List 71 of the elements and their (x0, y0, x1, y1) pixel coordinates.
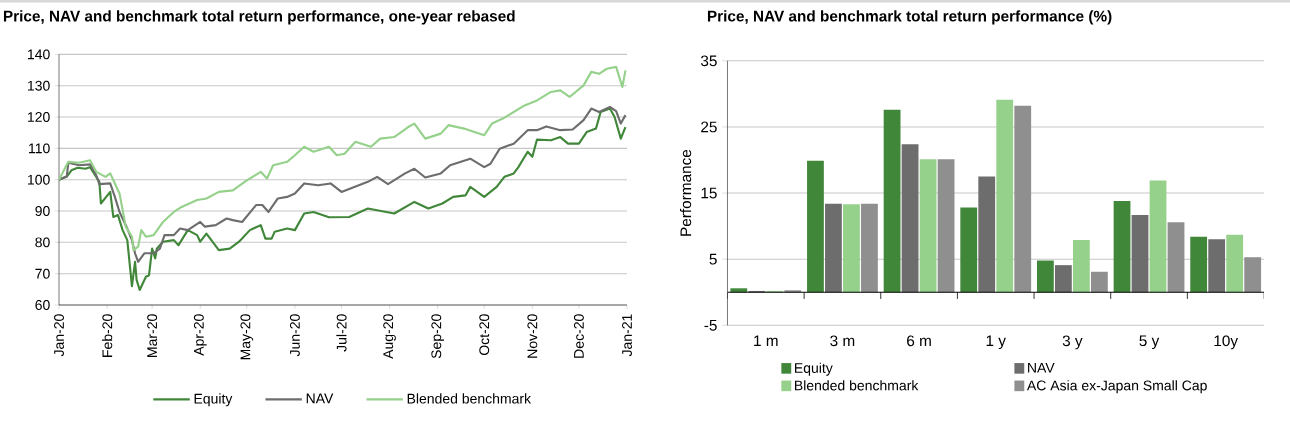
x-tick-label: Apr-20 (193, 314, 207, 356)
legend-label: Equity (194, 393, 233, 407)
x-tick-label: Sep-20 (431, 314, 445, 359)
x-tick-label: 6 m (907, 335, 931, 347)
bar (1036, 260, 1054, 293)
bar (1054, 265, 1072, 293)
y-tick-label: 80 (35, 237, 50, 248)
x-tick-label: Jan-21 (622, 314, 632, 357)
bar (730, 288, 748, 293)
y-tick-label: 5 (709, 253, 717, 265)
bar (1090, 271, 1108, 293)
bar (1149, 180, 1167, 293)
y-tick-label: 25 (701, 121, 717, 133)
x-tick-label: Mar-20 (147, 314, 158, 357)
bar (960, 207, 978, 293)
legend-label: Blended benchmark (407, 393, 532, 404)
x-tick-label: Oct-20 (479, 314, 490, 356)
chart-title: Price, NAV and benchmark total return performance, one-year rebased (3, 10, 515, 25)
x-tick-label: Jun-20 (289, 314, 300, 357)
x-tick-label: 3 m (830, 335, 855, 347)
bar (1208, 239, 1226, 293)
bar (1190, 236, 1208, 293)
y-tick-label: -5 (704, 319, 717, 331)
bar (937, 159, 955, 293)
line-series (59, 65, 627, 252)
y-tick-label: 100 (28, 174, 50, 185)
x-tick-label: Nov-20 (527, 314, 538, 358)
bar (1014, 105, 1032, 293)
x-tick-label: 1 y (986, 335, 1006, 350)
x-tick-label: May-20 (240, 314, 254, 360)
legend-label: Equity (795, 362, 833, 376)
bar (1072, 240, 1090, 293)
line-series (59, 105, 627, 263)
bar (919, 159, 937, 293)
x-tick-label: Aug-20 (383, 314, 396, 359)
legend-label: Blended benchmark (795, 380, 919, 391)
bar (978, 176, 996, 293)
bar (1131, 214, 1149, 293)
y-tick-label: 130 (28, 80, 50, 91)
x-tick-label: Feb-20 (101, 314, 113, 357)
legend-label: AC Asia ex-Japan Small Cap (1026, 380, 1207, 394)
bar (1244, 257, 1262, 293)
bar (807, 160, 824, 293)
bar (1226, 234, 1244, 293)
y-tick-label: 60 (35, 300, 50, 310)
bar (825, 203, 842, 293)
x-tick-label: Jan-20 (54, 314, 64, 357)
y-tick-label: 15 (701, 187, 717, 199)
bar (843, 204, 860, 293)
bar (1113, 201, 1131, 293)
legend-label: NAV (1028, 362, 1055, 373)
y-tick-label: 70 (35, 268, 50, 279)
y-tick-label: 140 (28, 49, 50, 60)
chart-title: Price, NAV and benchmark total return performance (%) (707, 10, 1112, 25)
y-tick-label: 120 (28, 112, 50, 122)
bar (996, 99, 1014, 293)
x-tick-label: Jul-20 (336, 314, 347, 352)
bar (861, 203, 878, 293)
x-tick-label: 5 y (1139, 335, 1160, 350)
legend-label: NAV (306, 393, 334, 404)
x-tick-label: 10y (1214, 335, 1238, 350)
bar (883, 109, 901, 293)
x-tick-label: Dec-20 (573, 314, 584, 358)
y-tick-label: 90 (35, 206, 50, 216)
y-axis-title: Performance (679, 149, 692, 236)
bar (901, 144, 919, 293)
y-tick-label: 35 (700, 55, 717, 67)
y-tick-label: 110 (29, 143, 50, 154)
x-tick-label: 1 m (754, 335, 778, 346)
bar (1167, 222, 1185, 293)
x-tick-label: 3 y (1062, 335, 1083, 350)
